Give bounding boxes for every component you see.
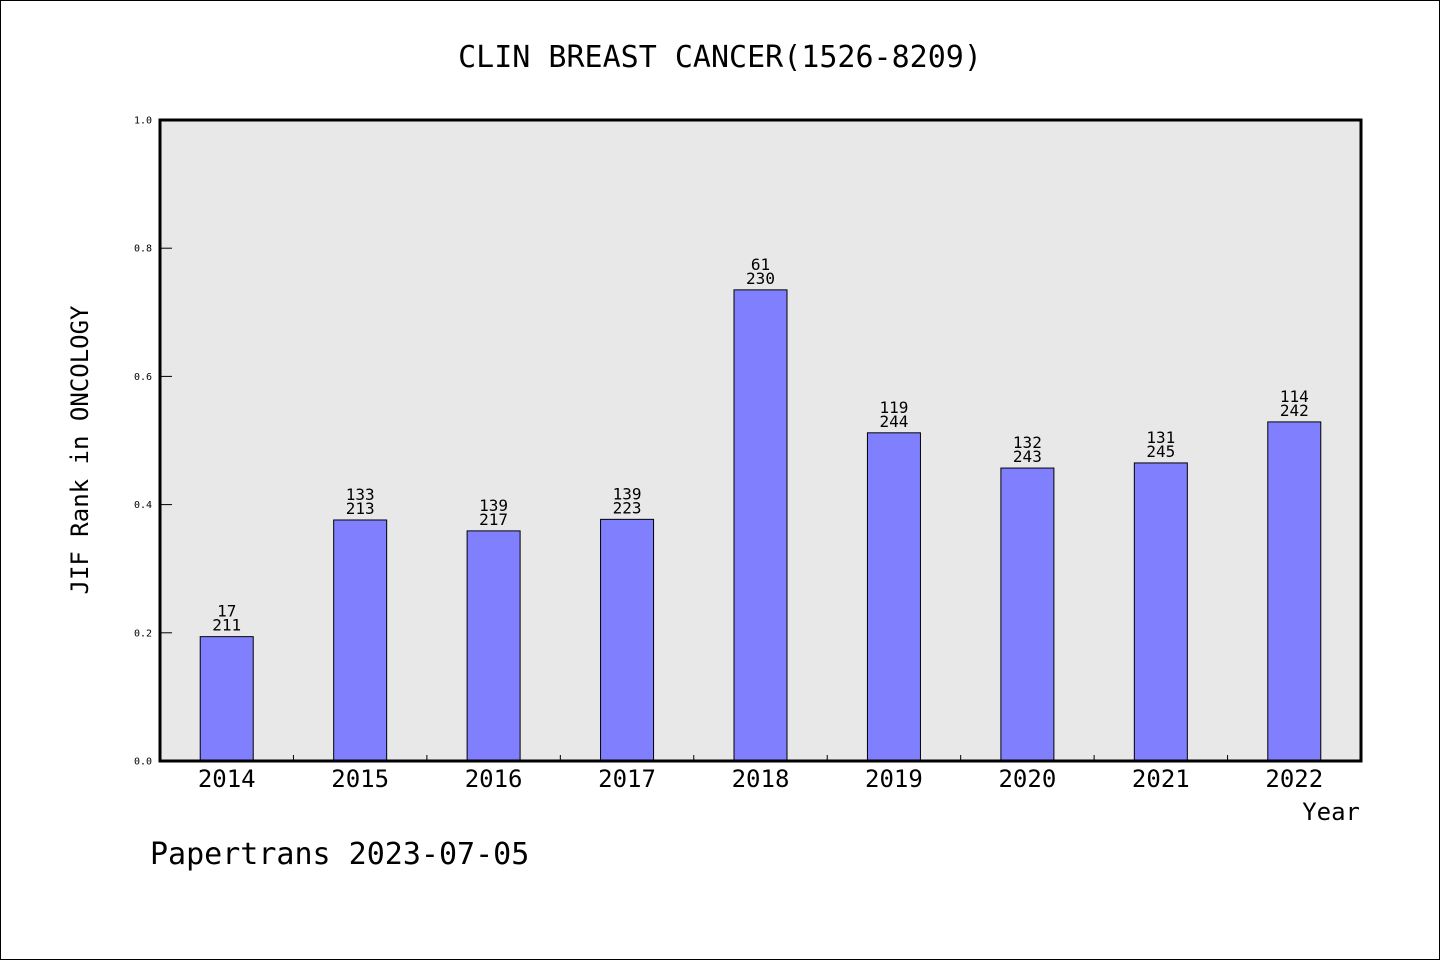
x-tick-label: 2022 xyxy=(1265,765,1323,793)
bar-label-rank: 139 xyxy=(479,496,508,515)
bar-label-rank: 139 xyxy=(613,484,642,503)
y-tick-label: 1.0 xyxy=(134,116,152,127)
x-tick-label: 2014 xyxy=(198,765,256,793)
bar-2016 xyxy=(466,530,521,762)
bar-label-rank: 17 xyxy=(217,602,236,621)
y-tick-label: 0.8 xyxy=(134,244,152,255)
bar-label-total: 213 xyxy=(346,499,375,518)
plot-border xyxy=(158,118,1363,763)
x-tick-label: 2015 xyxy=(331,765,389,793)
bar-2014 xyxy=(199,636,254,762)
bar-label-total: 245 xyxy=(1146,442,1175,461)
bar-label-total: 244 xyxy=(879,412,908,431)
y-axis-label: JIF Rank in ONCOLOGY xyxy=(66,305,94,595)
bar-2021 xyxy=(1133,462,1188,762)
x-tick-label: 2019 xyxy=(865,765,923,793)
x-tick-label: 2017 xyxy=(598,765,656,793)
x-tick-label: 2018 xyxy=(732,765,790,793)
y-tick-label: 0.4 xyxy=(134,500,152,511)
x-tick-label: 2020 xyxy=(998,765,1056,793)
y-tick-label: 0.6 xyxy=(134,372,152,383)
footer-credit: Papertrans 2023-07-05 xyxy=(150,837,529,872)
bar-label-rank: 131 xyxy=(1146,428,1175,447)
bar-label-total: 243 xyxy=(1013,447,1042,466)
bar-label-total: 230 xyxy=(746,269,775,288)
bar-2019 xyxy=(866,432,921,762)
x-axis-ticks: 2014 2015 2016 2017 2018 2019 2020 2021 2022 xyxy=(198,755,1323,793)
y-tick-label: 0.2 xyxy=(134,628,152,639)
bar-2020 xyxy=(1000,467,1055,762)
bar-2018 xyxy=(733,289,788,762)
bar-label-rank: 119 xyxy=(879,398,908,417)
bar-label-total: 217 xyxy=(479,510,508,529)
bar-label-total: 211 xyxy=(212,616,241,635)
x-axis-label: Year xyxy=(1302,798,1360,826)
bar-label-total: 223 xyxy=(613,498,642,517)
bar-label-rank: 114 xyxy=(1280,387,1309,406)
chart-title: CLIN BREAST CANCER(1526-8209) xyxy=(458,40,982,75)
bar-label-rank: 133 xyxy=(346,485,375,504)
bar-label-total: 242 xyxy=(1280,401,1309,420)
x-tick-label: 2016 xyxy=(465,765,523,793)
x-tick-label: 2021 xyxy=(1132,765,1190,793)
bar-2022 xyxy=(1267,421,1322,762)
bar-2017 xyxy=(600,518,655,762)
bar-label-rank: 132 xyxy=(1013,433,1042,452)
bar-label-rank: 61 xyxy=(751,255,770,274)
bar-2015 xyxy=(333,519,388,762)
y-tick-label: 0.0 xyxy=(134,757,152,768)
